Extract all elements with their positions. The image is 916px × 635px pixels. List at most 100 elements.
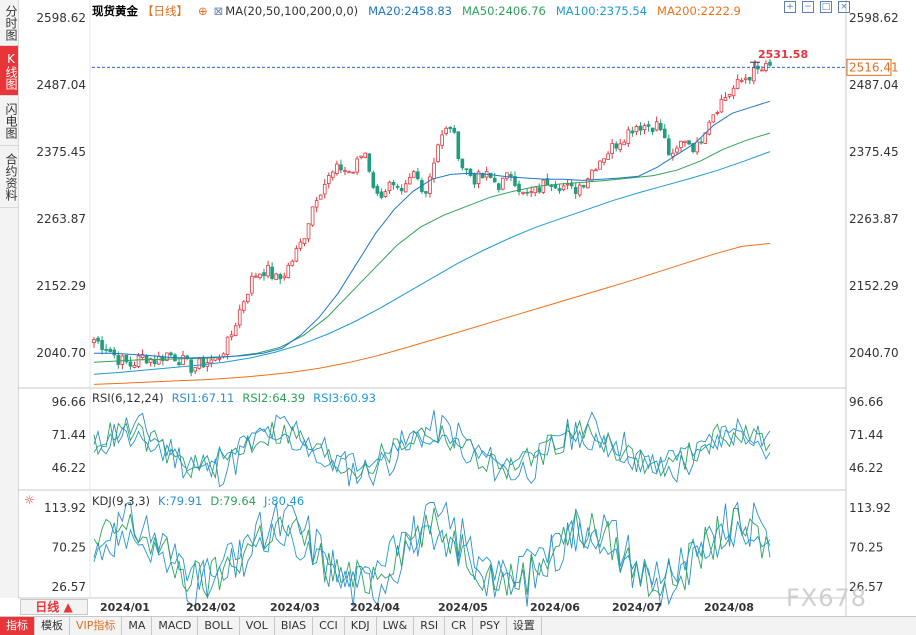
candle-body bbox=[739, 80, 744, 82]
watermark-logo: FX678 bbox=[786, 584, 868, 612]
tab-kline[interactable]: K线图 bbox=[0, 46, 18, 96]
left-view-tabs: 分时图 K线图 闪电图 合约资料 bbox=[0, 0, 19, 598]
candle-body bbox=[553, 184, 558, 189]
candle-body bbox=[735, 79, 740, 89]
candle-body bbox=[472, 173, 477, 185]
candle-body bbox=[383, 191, 388, 197]
candle-body bbox=[197, 358, 202, 369]
candle-body bbox=[598, 160, 602, 170]
candle-body bbox=[100, 340, 104, 351]
high-marker-label: 2531.58 bbox=[758, 48, 808, 61]
candle-body bbox=[116, 354, 121, 365]
tab-bias[interactable]: BIAS bbox=[275, 617, 314, 635]
candle-body bbox=[379, 191, 384, 198]
candle-body bbox=[407, 176, 412, 185]
rsi2-value: RSI2:64.39 bbox=[242, 391, 306, 405]
rsi3-value: RSI3:60.93 bbox=[313, 391, 376, 405]
close-icon[interactable]: × bbox=[838, 1, 850, 13]
candle-body bbox=[440, 134, 444, 146]
candle-body bbox=[468, 168, 473, 176]
candle-body bbox=[298, 241, 303, 249]
tab-kdj[interactable]: KDJ bbox=[345, 617, 377, 635]
kdj-title: KDJ(9,3,3) bbox=[92, 494, 151, 508]
candle-body bbox=[148, 358, 153, 363]
candle-body bbox=[169, 352, 173, 356]
tab-settings[interactable]: 设置 bbox=[507, 617, 542, 635]
tab-ma[interactable]: MA bbox=[122, 617, 153, 635]
tab-timeshare[interactable]: 分时图 bbox=[0, 0, 18, 46]
chart-canvas: 2598.62 2598.62 2487.04 2487.04 2375.45 2375.… bbox=[18, 0, 899, 616]
candle-body bbox=[719, 98, 724, 113]
tab-psy[interactable]: PSY bbox=[473, 617, 507, 635]
candle-body bbox=[152, 359, 157, 365]
candle-body bbox=[699, 141, 703, 144]
candle-body bbox=[557, 188, 562, 192]
candle-body bbox=[225, 336, 230, 355]
rsi-line-3 bbox=[93, 427, 771, 474]
candle-body bbox=[452, 127, 457, 133]
candle-body bbox=[638, 125, 643, 131]
candle-body bbox=[314, 200, 319, 208]
candle-body bbox=[711, 114, 716, 123]
candle-body bbox=[270, 266, 274, 279]
tab-cci[interactable]: CCI bbox=[313, 617, 345, 635]
candle-body bbox=[140, 354, 145, 359]
candle-body bbox=[667, 138, 671, 156]
kdj-line-3 bbox=[93, 519, 771, 590]
candle-body bbox=[92, 339, 96, 343]
candle-body bbox=[618, 143, 623, 150]
period-label[interactable]: 【日线】 bbox=[142, 4, 188, 18]
tab-templates[interactable]: 模板 bbox=[35, 617, 70, 635]
price-axis-label-right: 2375.45 bbox=[849, 145, 899, 159]
candle-body bbox=[622, 141, 627, 146]
ma-icon[interactable]: ⊠ bbox=[213, 4, 224, 18]
price-axis-label-right: 2152.29 bbox=[849, 279, 899, 293]
candle-body bbox=[237, 309, 242, 326]
minimize-icon[interactable]: − bbox=[802, 1, 814, 13]
candle-body bbox=[217, 357, 222, 360]
candle-body bbox=[614, 143, 618, 149]
candle-body bbox=[326, 175, 331, 184]
tab-vip-indicators[interactable]: VIP指标 bbox=[70, 617, 123, 635]
candle-body bbox=[96, 337, 100, 342]
candle-body bbox=[371, 172, 376, 188]
kdj-settings-icon[interactable]: ☼ bbox=[24, 493, 35, 507]
indicator-toolbar: 指标 模板 VIP指标 MA MACD BOLL VOL BIAS CCI KD… bbox=[0, 616, 916, 635]
candle-body bbox=[654, 121, 659, 131]
candle-body bbox=[395, 185, 400, 188]
price-axis-label-left: 2487.04 bbox=[36, 78, 86, 92]
candle-body bbox=[634, 126, 639, 133]
crosshair-icon[interactable]: + bbox=[784, 1, 796, 13]
candle-body bbox=[254, 275, 258, 278]
kdj-axis-label-left: 26.57 bbox=[52, 580, 86, 594]
rsi-line-2 bbox=[93, 419, 771, 481]
rsi-axis-label-right: 96.66 bbox=[849, 395, 883, 409]
rsi1-value: RSI1:67.11 bbox=[171, 391, 235, 405]
candle-body bbox=[266, 265, 270, 277]
settings-icon[interactable]: ⊕ bbox=[198, 4, 208, 18]
tab-macd[interactable]: MACD bbox=[152, 617, 199, 635]
candle-body bbox=[630, 130, 635, 134]
candle-body bbox=[136, 355, 141, 367]
candle-body bbox=[525, 191, 529, 194]
tab-flash-chart[interactable]: 闪电图 bbox=[0, 96, 18, 146]
candle-body bbox=[496, 183, 501, 190]
candle-body bbox=[177, 362, 181, 366]
tab-cr[interactable]: CR bbox=[445, 617, 474, 635]
candle-body bbox=[209, 359, 214, 364]
price-axis-label-left: 2263.87 bbox=[36, 212, 86, 226]
tab-indicators[interactable]: 指标 bbox=[0, 617, 35, 635]
candle-body bbox=[456, 131, 461, 160]
kdj-legend: KDJ(9,3,3) K:79.91 D:79.64 J:80.46 bbox=[92, 494, 312, 508]
maximize-icon[interactable]: □ bbox=[820, 1, 832, 13]
period-selector[interactable]: 日线 ▲ bbox=[20, 599, 88, 615]
tab-contract-info[interactable]: 合约资料 bbox=[0, 146, 18, 208]
candle-body bbox=[727, 93, 732, 97]
kdj-j-value: J:80.46 bbox=[264, 494, 305, 508]
tab-vol[interactable]: VOL bbox=[240, 617, 275, 635]
tab-lw[interactable]: LW& bbox=[377, 617, 415, 635]
tab-rsi[interactable]: RSI bbox=[414, 617, 446, 635]
tab-boll[interactable]: BOLL bbox=[198, 617, 240, 635]
candle-body bbox=[355, 158, 359, 173]
candle-body bbox=[476, 171, 481, 185]
